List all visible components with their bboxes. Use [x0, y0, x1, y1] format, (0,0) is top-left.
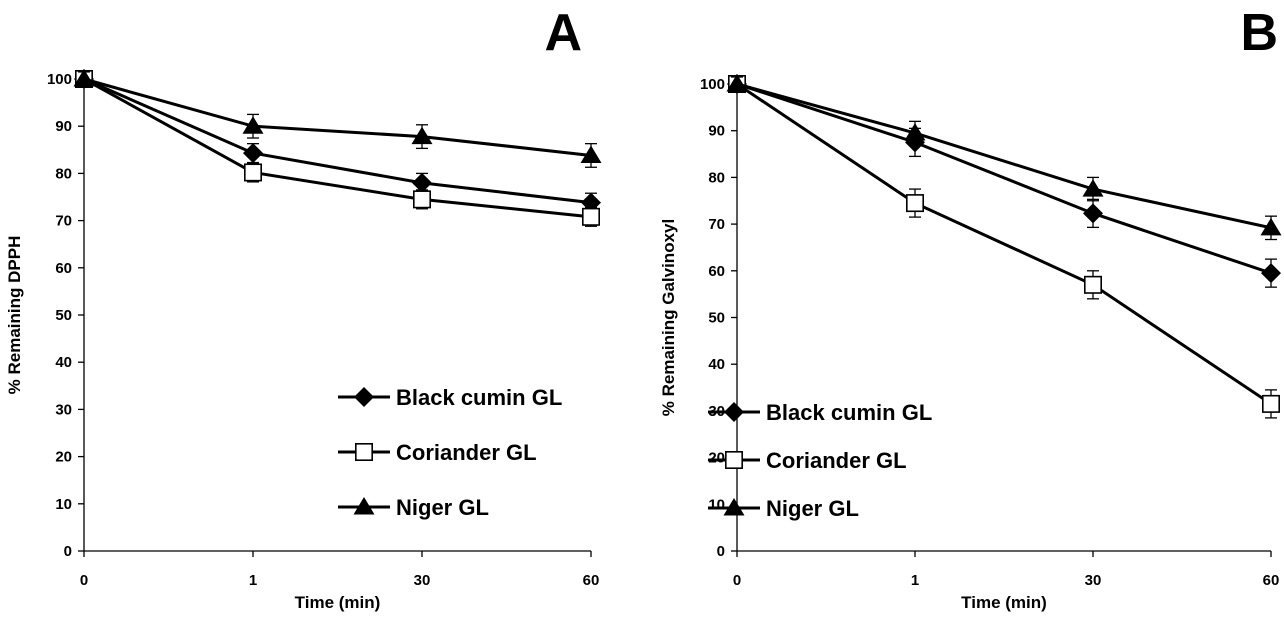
legend: Black cumin GL Coriander GL Niger GL — [708, 400, 932, 521]
y-tick-label: 0 — [64, 543, 72, 560]
legend-marker — [354, 442, 373, 461]
series-triangle — [726, 74, 1282, 241]
legend-marker — [724, 450, 743, 469]
legend-marker — [353, 497, 375, 515]
panel-a-chart: 0 10 20 30 40 50 60 70 80 90 100 0 1 30 60 Time (min) % … — [5, 4, 602, 612]
y-tick-label: 40 — [708, 356, 725, 373]
y-tick-label: 50 — [55, 307, 72, 324]
data-point — [581, 207, 600, 226]
series-triangle — [73, 69, 602, 168]
y-tick-label: 70 — [55, 213, 72, 230]
y-tick-label: 40 — [55, 354, 72, 371]
data-point — [1261, 263, 1281, 284]
series-line — [83, 77, 592, 205]
x-tick-label: 60 — [1263, 572, 1280, 589]
legend-marker — [724, 402, 744, 422]
data-point — [1262, 394, 1281, 413]
series-line — [83, 77, 592, 157]
data-point — [580, 145, 602, 163]
x-tick-label: 0 — [80, 572, 88, 589]
legend-label: Niger GL — [396, 495, 489, 520]
y-tick-label: 50 — [708, 310, 725, 327]
data-point — [411, 126, 433, 145]
x-tick-label: 1 — [911, 572, 919, 589]
series-diamond — [727, 74, 1281, 288]
data-point — [243, 143, 263, 164]
y-tick-label: 10 — [55, 496, 72, 513]
y-tick-label: 100 — [47, 71, 72, 88]
series-line — [736, 82, 1272, 230]
y-tick-label: 90 — [708, 123, 725, 140]
legend-label: Coriander GL — [396, 440, 537, 465]
legend-marker — [354, 387, 374, 407]
x-tick-label: 30 — [414, 572, 431, 589]
y-tick-label: 100 — [700, 76, 725, 93]
data-point — [726, 74, 748, 92]
data-point — [1082, 179, 1104, 197]
data-point — [905, 194, 924, 213]
y-tick-label: 70 — [708, 216, 725, 233]
y-tick-label: 80 — [55, 165, 72, 182]
y-tick-label: 30 — [55, 401, 72, 418]
data-point — [1260, 217, 1282, 236]
x-axis-title: Time (min) — [295, 593, 381, 612]
data-point — [904, 123, 926, 141]
series-line — [736, 82, 1272, 275]
data-point — [244, 163, 263, 182]
x-tick-label: 0 — [733, 572, 741, 589]
x-axis-title: Time (min) — [961, 593, 1047, 612]
data-point — [412, 172, 432, 193]
y-tick-label: 60 — [55, 260, 72, 277]
series-line — [83, 77, 592, 219]
y-axis-title: % Remaining DPPH — [5, 236, 24, 395]
y-tick-label: 80 — [708, 169, 725, 186]
series-open-square — [727, 75, 1281, 419]
legend-marker — [723, 498, 745, 516]
data-point — [242, 116, 264, 134]
series-diamond — [74, 69, 601, 213]
x-tick-label: 30 — [1085, 572, 1102, 589]
y-tick-label: 90 — [55, 118, 72, 135]
legend-label: Niger GL — [766, 496, 859, 521]
legend-label: Coriander GL — [766, 448, 907, 473]
data-point — [412, 190, 431, 209]
x-tick-label: 1 — [249, 572, 257, 589]
x-tick-label: 60 — [583, 572, 600, 589]
legend-label: Black cumin GL — [766, 400, 932, 425]
data-point — [73, 69, 95, 87]
panel-letter: B — [1240, 4, 1278, 62]
series-line — [736, 82, 1272, 406]
data-point — [1083, 203, 1103, 224]
y-tick-label: 20 — [708, 450, 725, 467]
y-axis-title: % Remaining Galvinoxyl — [659, 219, 678, 416]
legend: Black cumin GL Coriander GL Niger GL — [338, 385, 562, 520]
y-tick-label: 60 — [708, 263, 725, 280]
y-tick-label: 10 — [708, 496, 725, 513]
data-point — [1084, 275, 1103, 294]
y-tick-label: 20 — [55, 449, 72, 466]
y-tick-label: 0 — [717, 543, 725, 560]
panel-letter: A — [544, 4, 582, 62]
legend-label: Black cumin GL — [396, 385, 562, 410]
